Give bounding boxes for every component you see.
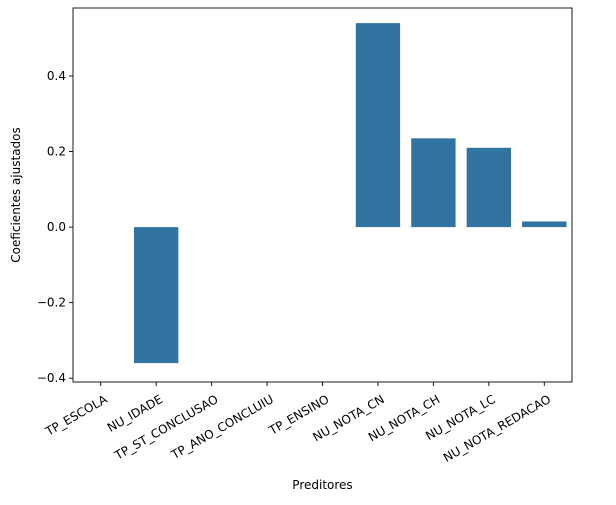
y-tick-label: −0.2 — [37, 296, 66, 310]
y-axis-label: Coeficientes ajustados — [9, 127, 23, 263]
bar-nu-nota-redacao — [522, 221, 567, 228]
x-tick-label: TP_ST_CONCLUSAO — [111, 392, 220, 463]
y-tick-label: 0.4 — [47, 69, 66, 83]
plot-frame — [72, 7, 573, 383]
x-axis-label: Preditores — [292, 478, 352, 492]
x-tick-label: TP_ESCOLA — [42, 392, 110, 439]
bars-group — [133, 23, 567, 364]
y-tick-label: 0.2 — [47, 145, 66, 159]
x-tick-label: TP_ANO_CONCLUIU — [168, 392, 276, 462]
bar-nu-nota-cn — [355, 23, 401, 228]
bar-nu-nota-ch — [411, 138, 456, 228]
bar-nu-nota-lc — [466, 147, 512, 228]
bar-nu-idade — [133, 227, 179, 364]
y-tick-label: 0.0 — [47, 220, 66, 234]
y-tick-label: −0.4 — [37, 371, 66, 385]
x-axis: TP_ESCOLANU_IDADETP_ST_CONCLUSAOTP_ANO_C… — [42, 382, 553, 465]
y-axis: −0.4 −0.2 0.0 0.2 0.4 — [37, 69, 73, 385]
